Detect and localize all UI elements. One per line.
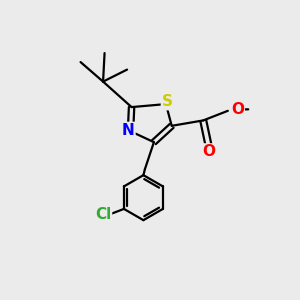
Text: N: N	[122, 123, 134, 138]
Text: O: O	[231, 102, 244, 117]
Text: Cl: Cl	[95, 207, 111, 222]
Text: O: O	[202, 144, 215, 159]
Text: S: S	[162, 94, 173, 109]
